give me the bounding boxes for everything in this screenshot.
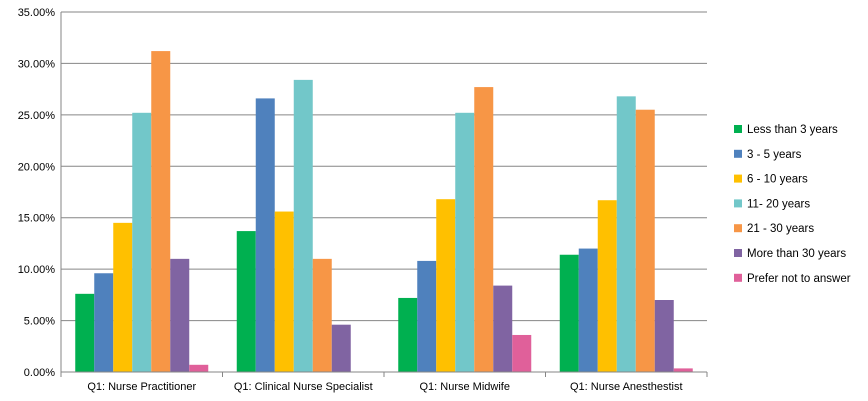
y-tick-label: 25.00% [18,110,56,122]
x-axis: Q1: Nurse Practitioner Q1: Clinical Nurse… [60,371,708,393]
bar [455,112,475,373]
bar [331,324,351,372]
legend-swatch [734,224,742,233]
bar [75,293,95,372]
legend-swatch [734,149,742,158]
y-tick-label: 10.00% [18,264,56,276]
legend-swatch [734,273,742,282]
legend-label: Less than 3 years [747,124,838,136]
legend-label: 6 - 10 years [747,174,808,186]
legend-label: More than 30 years [747,248,846,260]
bar [578,248,598,372]
x-tick-label: Q1: Nurse Practitioner [87,381,196,393]
bar [654,300,674,372]
bar [559,254,579,372]
bar [255,98,275,373]
bar [274,211,294,372]
bar [189,364,209,372]
bar [436,199,456,372]
legend-swatch [734,174,742,183]
y-tick-label: 30.00% [18,58,56,70]
legend-swatch [734,125,742,133]
x-tick-label: Q1: Clinical Nurse Specialist [234,381,373,393]
bar [616,96,636,372]
bar [312,258,332,372]
legend: Less than 3 years 3 - 5 years 6 - 10 years… [734,124,851,285]
legend-label: 21 - 30 years [747,223,814,235]
y-tick-label: 0.00% [24,367,55,379]
bar [170,258,190,372]
y-tick-label: 15.00% [18,213,56,225]
legend-swatch [734,199,742,208]
bar [417,260,437,372]
bar [474,87,494,372]
bar [236,231,256,372]
bar [493,285,513,372]
y-tick-label: 35.00% [18,7,56,19]
bar [151,51,171,372]
bars [75,51,693,373]
x-tick-label: Q1: Nurse Anesthestist [570,381,683,393]
bar [398,297,418,372]
x-tick-label: Q1: Nurse Midwife [420,381,510,393]
legend-swatch [734,249,742,257]
bar [597,200,617,372]
y-tick-label: 20.00% [18,161,56,173]
legend-label: 3 - 5 years [747,149,802,161]
y-axis: 0.00% 5.00% 10.00% 15.00% 20.00% 25.00% 30.00%… [18,7,62,379]
bar [94,273,114,372]
bar [113,222,133,372]
bar [635,109,655,372]
bar [673,368,693,372]
legend-label: 11- 20 years [747,198,810,210]
bar [293,79,313,372]
legend-label: Prefer not to answer [747,273,851,285]
bar [132,112,152,373]
y-tick-label: 5.00% [24,316,55,328]
bar [512,334,532,372]
